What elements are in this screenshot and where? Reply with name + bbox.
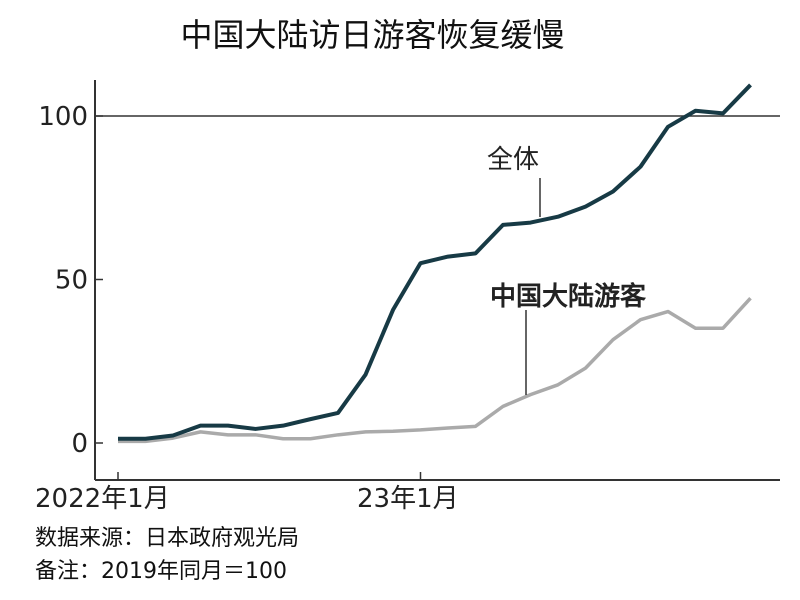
remark-note: 备注：2019年同月＝100 <box>35 559 287 584</box>
source-note: 数据来源：日本政府观光局 <box>35 526 300 551</box>
chart-title: 中国大陆访日游客恢复缓慢 <box>180 16 565 54</box>
y-tick-label: 50 <box>55 266 88 296</box>
x-tick-label: 23年1月 <box>357 484 459 514</box>
series-label-total: 全体 <box>487 145 539 175</box>
series-line-china <box>118 296 752 444</box>
series-label-china: 中国大陆游客 <box>490 281 647 312</box>
y-tick-label: 0 <box>71 429 88 459</box>
series-line-total <box>118 83 752 441</box>
x-tick-label: 2022年1月 <box>35 484 170 514</box>
y-tick-label: 100 <box>38 102 88 132</box>
